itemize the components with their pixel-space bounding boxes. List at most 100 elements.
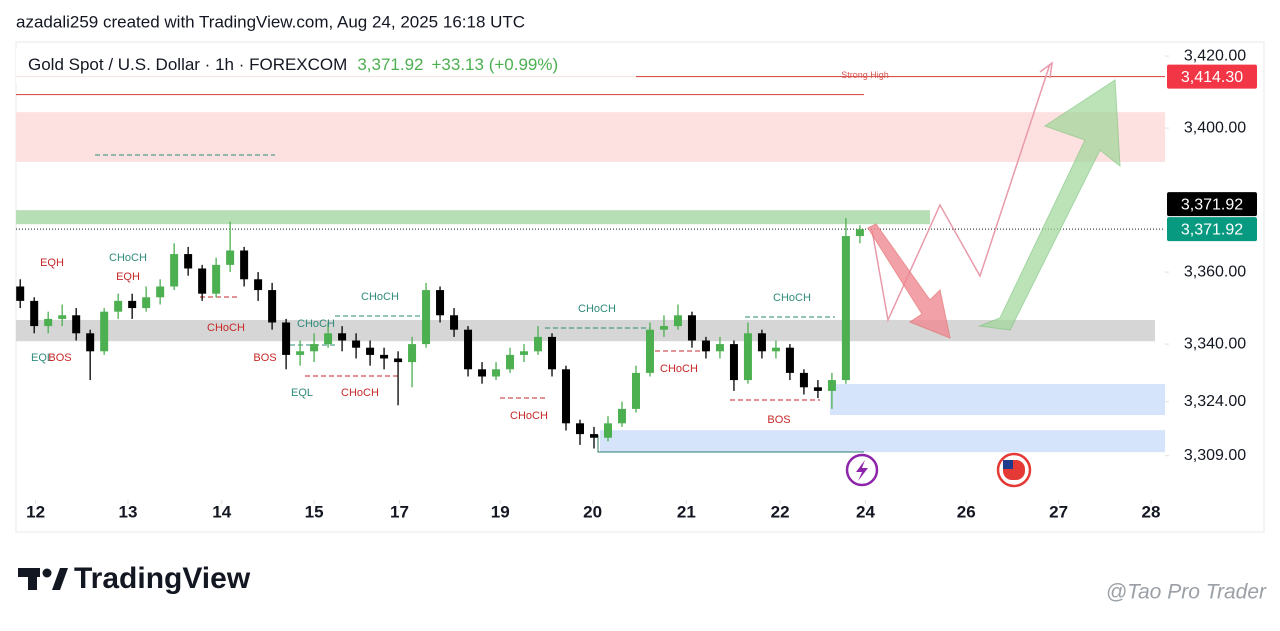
watermark: @Tao Pro Trader xyxy=(1106,581,1267,604)
candle-body xyxy=(771,347,780,352)
candle-body xyxy=(799,372,808,388)
candle-body xyxy=(589,434,598,438)
x-tick-label: 24 xyxy=(856,502,875,521)
candle-body xyxy=(464,329,473,370)
strong-high-text: Strong High xyxy=(841,70,889,80)
logo-part xyxy=(42,568,52,578)
candle-body xyxy=(352,340,361,348)
zone xyxy=(16,210,930,225)
x-tick-label: 28 xyxy=(1142,502,1161,521)
candle-body xyxy=(506,354,515,370)
candle-body xyxy=(422,290,431,345)
x-tick-label: 27 xyxy=(1049,502,1068,521)
axes: 3,420.00 3,400.00 3,360.00 3,340.00 3,324.00… xyxy=(26,47,1257,521)
zone xyxy=(830,384,1165,416)
candle-body xyxy=(44,318,53,327)
candle-body xyxy=(408,344,417,363)
annotation: CHoCH xyxy=(109,252,147,264)
strong-high-box xyxy=(1167,64,1257,89)
x-tick-label: 13 xyxy=(119,502,138,521)
x-tick-label: 22 xyxy=(771,502,790,521)
logo-part xyxy=(28,568,37,590)
candle-body xyxy=(324,333,333,345)
y-tick-label: 3,360.00 xyxy=(1184,263,1246,280)
annotation: CHoCH xyxy=(207,322,245,334)
candle-body xyxy=(548,336,557,370)
annotation: BOS xyxy=(48,352,71,364)
candle-body xyxy=(576,423,585,435)
change: +33.13 (+0.99%) xyxy=(432,55,559,74)
candle-body xyxy=(450,315,459,330)
flag-canton xyxy=(1003,460,1013,469)
candle-body xyxy=(310,344,319,352)
annotation: CHoCH xyxy=(510,410,548,422)
annotation: EQL xyxy=(291,387,313,399)
x-tick-label: 12 xyxy=(26,502,45,521)
candle-body xyxy=(338,333,347,341)
x-tick-label: 14 xyxy=(212,502,231,521)
annotation: CHoCH xyxy=(341,387,379,399)
candle-body xyxy=(198,268,207,294)
credit: azadali259 created with TradingView.com,… xyxy=(16,12,525,31)
candle-body xyxy=(673,315,682,327)
y-tick-label: 3,420.00 xyxy=(1184,47,1246,64)
up-arrow xyxy=(978,79,1121,331)
annotation: BOS xyxy=(253,352,276,364)
candle-body xyxy=(743,333,752,381)
candle-body xyxy=(729,344,738,381)
x-tick-label: 17 xyxy=(390,502,409,521)
bar-close-label: 3,371.92 xyxy=(1181,196,1243,213)
strong-high-label: 3,414.30 xyxy=(1181,69,1243,86)
zone xyxy=(16,319,1155,342)
y-tick-label: 3,324.00 xyxy=(1184,393,1246,410)
y-tick-label: 3,340.00 xyxy=(1184,335,1246,352)
candle-body xyxy=(492,369,501,377)
candle-body xyxy=(534,336,543,352)
candle-body xyxy=(142,297,151,309)
zone xyxy=(16,112,1165,162)
candle-body xyxy=(436,290,445,316)
zone xyxy=(600,430,1165,453)
candle-body xyxy=(841,236,850,381)
logo-part xyxy=(52,568,68,590)
candle-body xyxy=(16,286,25,301)
candle-body xyxy=(268,290,277,323)
y-tick-label: 3,400.00 xyxy=(1184,119,1246,136)
down-arrow xyxy=(867,223,951,339)
candle-body xyxy=(226,250,235,265)
candle-body xyxy=(478,369,487,377)
legend-bg xyxy=(16,48,636,84)
annotation: CHoCH xyxy=(578,303,616,315)
chart-frame xyxy=(15,41,1265,533)
annotation: BOS xyxy=(767,414,790,426)
annotation: EQH xyxy=(116,271,140,283)
title-text: Gold Spot / U.S. Dollar · 1h · FOREXCOM xyxy=(28,55,347,74)
candle-body xyxy=(282,322,291,355)
x-tick-label: 21 xyxy=(677,502,696,521)
candle-body xyxy=(659,326,668,330)
candle-body xyxy=(562,369,571,424)
candle-body xyxy=(687,315,696,341)
brand-logo: TradingView xyxy=(18,562,251,595)
candle-body xyxy=(603,423,612,438)
candle-body xyxy=(212,264,221,294)
y-tick-label: 3,309.00 xyxy=(1184,447,1246,464)
candle-body xyxy=(701,340,710,352)
candle-body xyxy=(184,254,193,269)
candle-body xyxy=(827,380,836,391)
candle-body xyxy=(645,329,654,373)
annotation: EQH xyxy=(40,257,64,269)
candle-body xyxy=(617,408,626,424)
candle-body xyxy=(394,358,403,363)
brand: TradingView xyxy=(74,562,251,595)
x-tick-label: 20 xyxy=(583,502,602,521)
last-price-box xyxy=(1167,217,1257,242)
candle-body xyxy=(757,333,766,352)
projection-path xyxy=(871,63,1051,323)
annotation: CHoCH xyxy=(297,318,335,330)
x-tick-label: 26 xyxy=(957,502,976,521)
candle-body xyxy=(715,344,724,352)
candle-body xyxy=(366,347,375,355)
candle-body xyxy=(58,315,67,319)
last-price-label: 3,371.92 xyxy=(1181,221,1243,238)
